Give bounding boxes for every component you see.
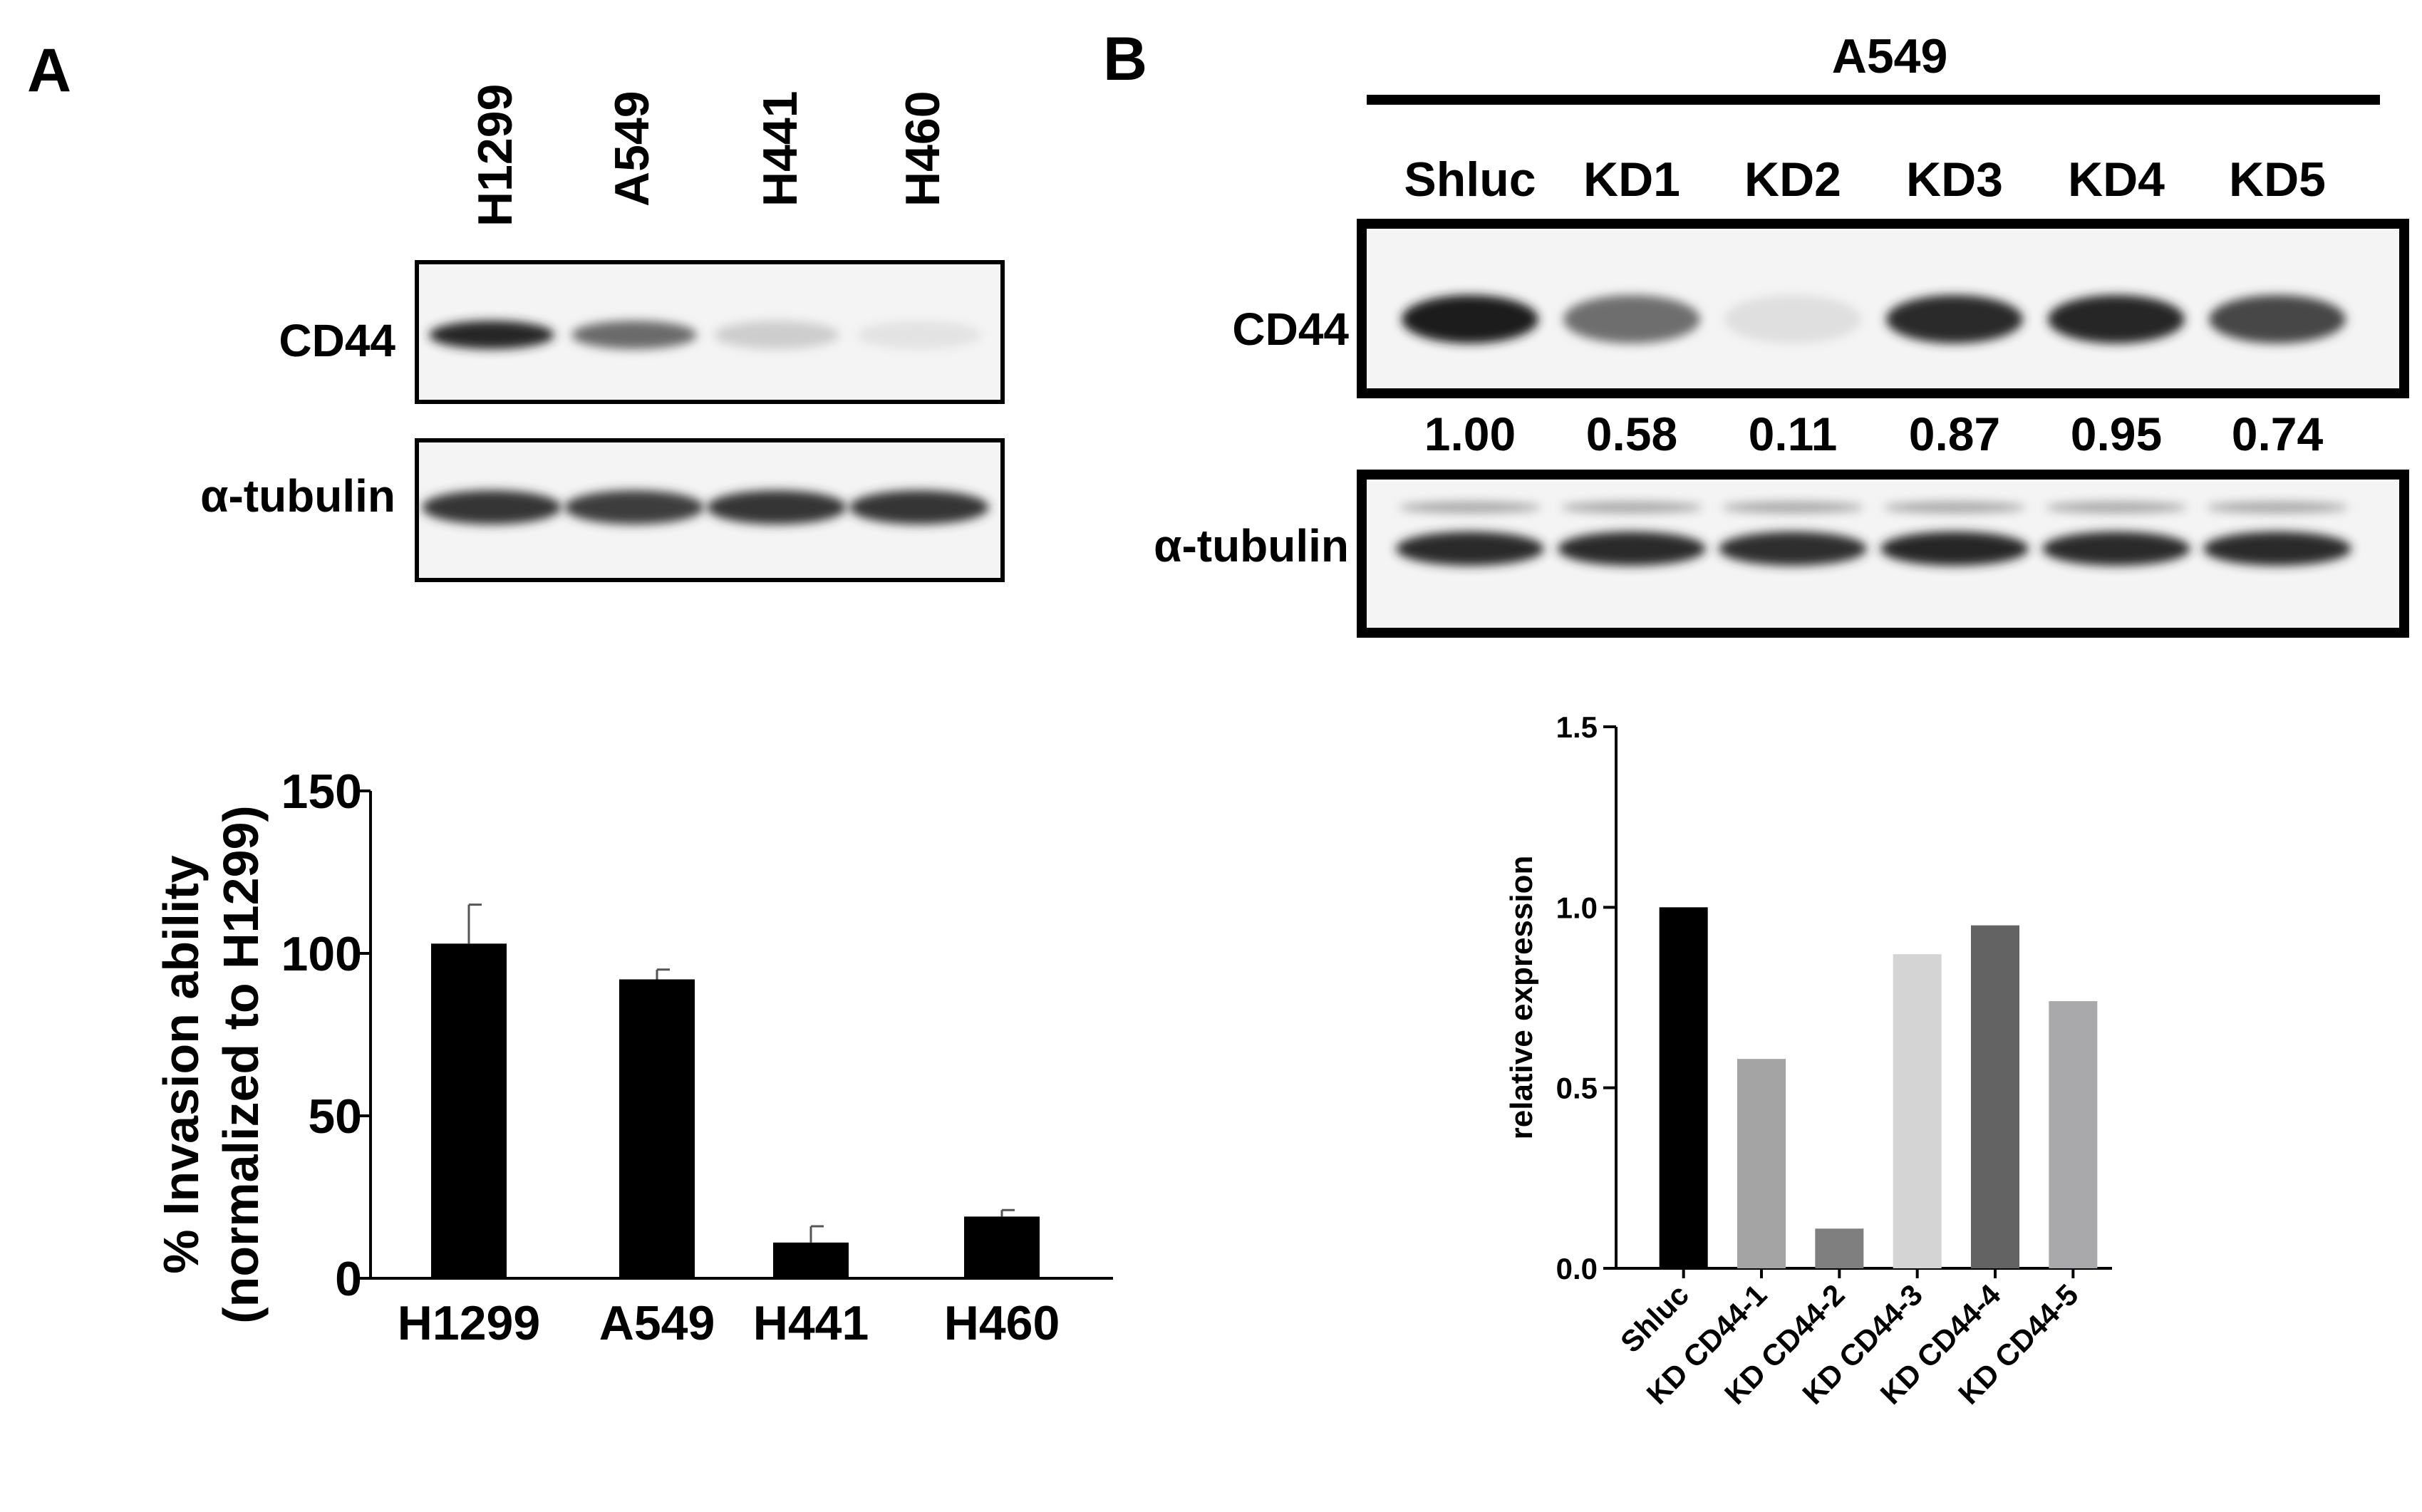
tubulin-band — [564, 490, 704, 524]
tubulin-band — [1558, 532, 1706, 566]
bar — [964, 1216, 1040, 1278]
lane-label: KD1 — [1583, 152, 1680, 207]
bar — [773, 1242, 849, 1278]
cd44-band — [1886, 295, 2023, 343]
y-tick-label: 1.0 — [1556, 891, 1598, 924]
lane-label: Shluc — [1404, 152, 1536, 207]
tubulin-band — [2203, 532, 2351, 566]
x-tick-label: H441 — [753, 1296, 869, 1350]
panel-b-lane-labels: Shluc KD1 KD2 KD3 KD4 KD5 — [1404, 152, 2326, 207]
lane-label: H1299 — [468, 84, 522, 227]
tubulin-faint-band — [1399, 502, 1541, 513]
chart-b-relative-expression: relative expression 0.00.51.01.5 ShlucKD… — [1504, 710, 2112, 1411]
cd44-band — [857, 321, 982, 349]
quant-value: 0.11 — [1749, 408, 1838, 460]
chart-b-ylabel: relative expression — [1504, 856, 1539, 1140]
blot-b-row-label-tubulin: α-tubulin — [1154, 520, 1349, 571]
quant-value: 1.00 — [1424, 408, 1516, 460]
y-tick-label: 0.5 — [1556, 1072, 1598, 1105]
y-tick-label: 100 — [281, 927, 362, 981]
chart-a-invasion: % Invasion ability (normalized to H1299)… — [153, 765, 1113, 1350]
cd44-band — [571, 321, 697, 349]
tubulin-band — [849, 490, 989, 524]
chart-a-ylabel-line1: % Invasion ability — [153, 855, 209, 1273]
blot-a-row-label-cd44: CD44 — [279, 315, 395, 366]
x-tick-label: H1299 — [398, 1296, 540, 1350]
cd44-band — [714, 321, 839, 349]
cd44-band — [1724, 295, 1861, 343]
lane-label: H441 — [753, 90, 807, 207]
cd44-band — [2209, 295, 2346, 343]
tubulin-band — [422, 490, 561, 524]
bar — [1815, 1228, 1864, 1268]
lane-label: KD5 — [2229, 152, 2326, 207]
blot-b-bands — [1396, 295, 2351, 566]
y-tick-label: 50 — [308, 1089, 362, 1144]
tubulin-band — [1719, 532, 1867, 566]
quant-value: 0.58 — [1586, 408, 1677, 460]
bar — [619, 979, 695, 1278]
tubulin-faint-band — [1883, 502, 2026, 513]
blot-b-cell-line: A549 — [1832, 29, 1948, 83]
tubulin-band — [707, 490, 847, 524]
tubulin-band — [1396, 532, 1544, 566]
lane-label: H460 — [896, 90, 950, 207]
y-tick-label: 0 — [335, 1252, 362, 1306]
bar — [1737, 1059, 1786, 1268]
cd44-band — [1563, 295, 1700, 343]
tubulin-band — [2042, 532, 2190, 566]
panel-a-lane-labels: H1299 A549 H441 H460 — [468, 84, 950, 227]
panel-b-letter: B — [1103, 25, 1147, 93]
tubulin-faint-band — [1561, 502, 1703, 513]
bar — [431, 943, 507, 1278]
blot-a-bands — [422, 321, 989, 524]
tubulin-faint-band — [2045, 502, 2188, 513]
x-tick-label: H460 — [944, 1296, 1060, 1350]
blot-b-quantification: 1.00 0.58 0.11 0.87 0.95 0.74 — [1424, 408, 2324, 460]
y-tick-label: 150 — [281, 765, 362, 819]
tubulin-faint-band — [2206, 502, 2349, 513]
cd44-band — [1402, 295, 1538, 343]
tubulin-band — [1880, 532, 2029, 566]
bar — [2049, 1001, 2098, 1268]
lane-label: KD4 — [2068, 152, 2165, 207]
blot-b-row-label-cd44: CD44 — [1232, 304, 1349, 355]
bar — [1971, 925, 2019, 1268]
quant-value: 0.95 — [2071, 408, 2162, 460]
chart-a-ylabel-line2: (normalized to H1299) — [213, 805, 269, 1323]
y-tick-label: 1.5 — [1556, 710, 1598, 744]
quant-value: 0.74 — [2232, 408, 2324, 460]
panel-a-letter: A — [27, 36, 71, 105]
tubulin-faint-band — [1722, 502, 1864, 513]
y-tick-label: 0.0 — [1556, 1252, 1598, 1285]
cd44-band — [2048, 295, 2185, 343]
blot-a-row-label-tubulin: α-tubulin — [200, 470, 395, 522]
cd44-band — [429, 321, 554, 349]
lane-label: KD2 — [1744, 152, 1841, 207]
bar — [1893, 954, 1942, 1268]
lane-label: A549 — [605, 90, 659, 207]
lane-label: KD3 — [1906, 152, 2003, 207]
x-tick-label: A549 — [599, 1296, 715, 1350]
quant-value: 0.87 — [1909, 408, 2000, 460]
bar — [1659, 907, 1708, 1268]
